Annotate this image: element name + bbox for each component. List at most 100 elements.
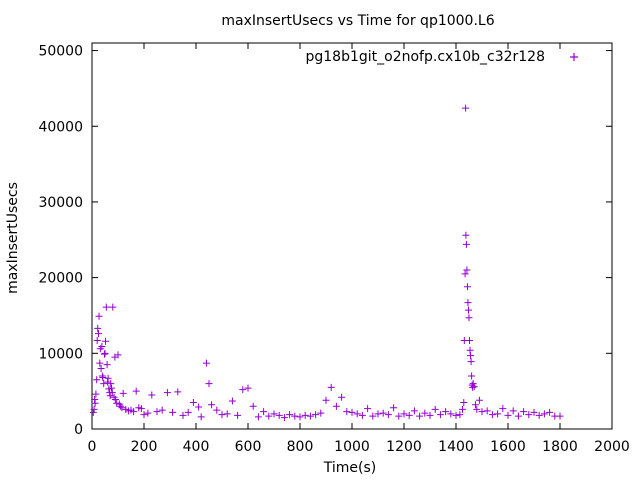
data-point	[395, 412, 403, 420]
data-point	[148, 391, 156, 399]
data-point	[530, 408, 538, 416]
data-point	[158, 406, 166, 414]
data-point	[95, 330, 102, 338]
data-point	[469, 380, 477, 388]
data-point	[197, 413, 205, 421]
data-point	[384, 411, 392, 419]
data-point	[117, 402, 125, 410]
data-point	[91, 399, 99, 407]
data-point	[410, 407, 418, 415]
x-tick-label: 1000	[334, 439, 370, 455]
data-point	[94, 324, 102, 332]
data-point	[374, 410, 382, 418]
data-point	[456, 411, 464, 419]
data-point	[137, 405, 145, 413]
data-point	[436, 411, 444, 419]
data-point	[467, 358, 475, 366]
data-point	[556, 412, 564, 420]
data-point	[144, 409, 152, 417]
y-tick-label: 20000	[38, 271, 83, 287]
data-point	[466, 336, 474, 344]
data-point	[464, 306, 472, 314]
data-point	[327, 383, 335, 391]
data-point	[239, 386, 247, 394]
data-point	[189, 399, 197, 407]
data-point	[98, 372, 106, 380]
data-point	[223, 410, 231, 418]
data-point	[504, 411, 512, 419]
data-point	[296, 413, 304, 421]
x-axis-label: Time(s)	[323, 460, 376, 476]
data-point	[459, 405, 466, 413]
x-tick-label: 1400	[438, 439, 474, 455]
data-point	[494, 410, 502, 418]
data-point	[213, 406, 221, 414]
data-point	[103, 361, 111, 369]
data-point	[132, 387, 140, 395]
data-point	[306, 412, 314, 420]
data-point	[102, 303, 110, 311]
data-point	[353, 410, 361, 418]
y-tick-label: 50000	[38, 44, 83, 60]
data-point	[421, 409, 429, 417]
x-tick-label: 200	[131, 439, 158, 455]
data-point	[89, 408, 97, 416]
legend-label: pg18b1git_o2nofp.cx10b_c32r128	[306, 49, 546, 65]
data-point	[301, 411, 309, 419]
data-point	[111, 395, 119, 403]
data-point	[463, 283, 471, 291]
data-point	[400, 410, 408, 418]
y-tick-label: 30000	[38, 195, 83, 211]
y-tick-label: 40000	[38, 119, 83, 135]
data-point	[462, 231, 470, 239]
data-point	[348, 408, 356, 416]
data-point	[208, 401, 216, 409]
data-point	[465, 314, 473, 322]
data-point	[467, 352, 475, 360]
data-point	[546, 408, 554, 416]
data-point	[470, 383, 478, 391]
data-point	[535, 411, 543, 419]
data-point	[466, 346, 474, 354]
data-point	[463, 266, 471, 274]
chart-title: maxInsertUsecs vs Time for qp1000.L6	[221, 13, 494, 29]
data-point	[520, 408, 528, 416]
data-point	[91, 395, 99, 403]
data-point	[90, 405, 98, 413]
data-point	[95, 312, 103, 320]
data-point	[92, 390, 100, 398]
y-tick-label: 10000	[38, 346, 83, 362]
x-tick-label: 1600	[490, 439, 526, 455]
data-point	[509, 407, 517, 415]
data-point	[260, 408, 268, 416]
y-axis-label: maxInsertUsecs	[5, 182, 21, 294]
data-point	[102, 337, 110, 345]
data-point	[205, 380, 213, 388]
data-point	[540, 410, 548, 418]
data-point	[96, 359, 104, 367]
data-point	[169, 408, 177, 416]
data-point	[431, 405, 439, 413]
data-point	[525, 411, 533, 419]
data-point	[488, 411, 496, 419]
data-point	[108, 384, 115, 392]
data-point	[179, 411, 187, 419]
data-point	[464, 299, 472, 307]
data-point	[107, 380, 115, 388]
data-point	[275, 411, 283, 419]
y-tick-label: 0	[74, 422, 83, 438]
data-point	[317, 409, 325, 417]
x-tick-label: 400	[183, 439, 210, 455]
data-point	[442, 408, 450, 416]
data-point	[100, 380, 108, 388]
data-point	[472, 401, 479, 409]
data-point	[108, 389, 116, 397]
x-tick-label: 0	[88, 439, 97, 455]
legend-marker	[570, 53, 578, 61]
data-point	[338, 393, 346, 401]
data-point	[416, 412, 424, 420]
data-point	[254, 413, 262, 421]
data-point	[228, 397, 236, 405]
